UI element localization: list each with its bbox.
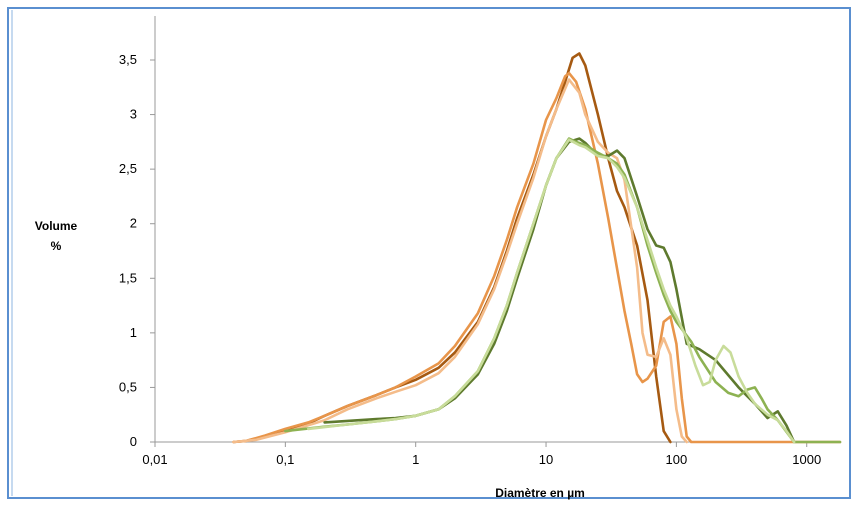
x-tick-label: 10 [539,452,553,467]
x-tick-label: 0,1 [276,452,294,467]
y-axis-label-line1: Volume [35,219,78,233]
series-line-4 [323,137,796,444]
x-tick-label: 100 [666,452,688,467]
series-line-3 [232,78,688,444]
series-line-2 [232,71,842,444]
series-line-6 [307,138,796,444]
y-tick-label: 0 [130,434,137,449]
tick-labels: 0 0,5 1 1,5 2 2,5 3 3,5 0,01 0,1 1 10 100 1000 [119,52,821,467]
y-tick-label: 2,5 [119,161,137,176]
x-tick-label: 1 [412,452,419,467]
y-tick-label: 1 [130,325,137,340]
y-tick-label: 2 [130,216,137,231]
y-tick-label: 3 [130,107,137,122]
x-tick-label: 0,01 [142,452,167,467]
y-tick-label: 3,5 [119,52,137,67]
y-tick-label: 1,5 [119,270,137,285]
x-tick-label: 1000 [792,452,821,467]
y-axis-label: Volume % [35,219,78,253]
series-lines [232,52,842,444]
chart-border [7,7,851,499]
y-axis-label-line2: % [51,239,62,253]
x-axis-label: Diamètre en µm [495,486,585,500]
y-tick-label: 0,5 [119,379,137,394]
